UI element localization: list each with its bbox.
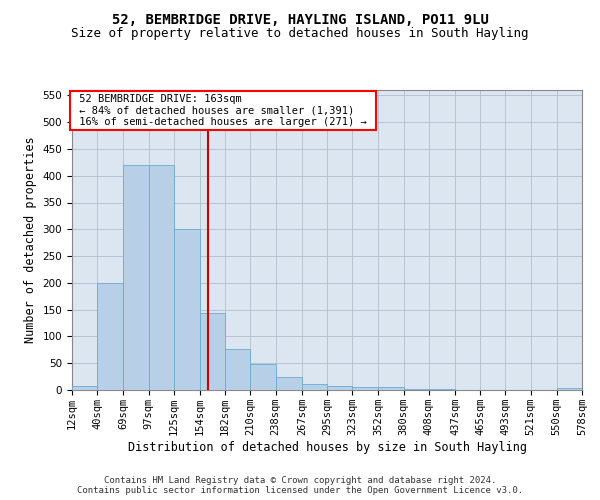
Bar	[302, 384, 327, 390]
X-axis label: Distribution of detached houses by size in South Hayling: Distribution of detached houses by size …	[128, 440, 527, 454]
Bar	[557, 388, 582, 390]
Bar	[379, 388, 404, 390]
Y-axis label: Number of detached properties: Number of detached properties	[24, 136, 37, 344]
Bar	[149, 165, 174, 390]
Bar	[72, 386, 97, 390]
Bar	[275, 376, 302, 390]
Bar	[250, 364, 275, 390]
Bar	[200, 314, 225, 390]
Bar	[225, 349, 250, 390]
Bar	[124, 165, 149, 390]
Bar	[97, 283, 124, 390]
Text: Contains HM Land Registry data © Crown copyright and database right 2024.
Contai: Contains HM Land Registry data © Crown c…	[77, 476, 523, 495]
Text: Size of property relative to detached houses in South Hayling: Size of property relative to detached ho…	[71, 28, 529, 40]
Bar	[327, 386, 352, 390]
Text: 52, BEMBRIDGE DRIVE, HAYLING ISLAND, PO11 9LU: 52, BEMBRIDGE DRIVE, HAYLING ISLAND, PO1…	[112, 12, 488, 26]
Text: 52 BEMBRIDGE DRIVE: 163sqm
 ← 84% of detached houses are smaller (1,391)
 16% of: 52 BEMBRIDGE DRIVE: 163sqm ← 84% of deta…	[73, 94, 373, 127]
Bar	[352, 388, 379, 390]
Bar	[174, 230, 200, 390]
